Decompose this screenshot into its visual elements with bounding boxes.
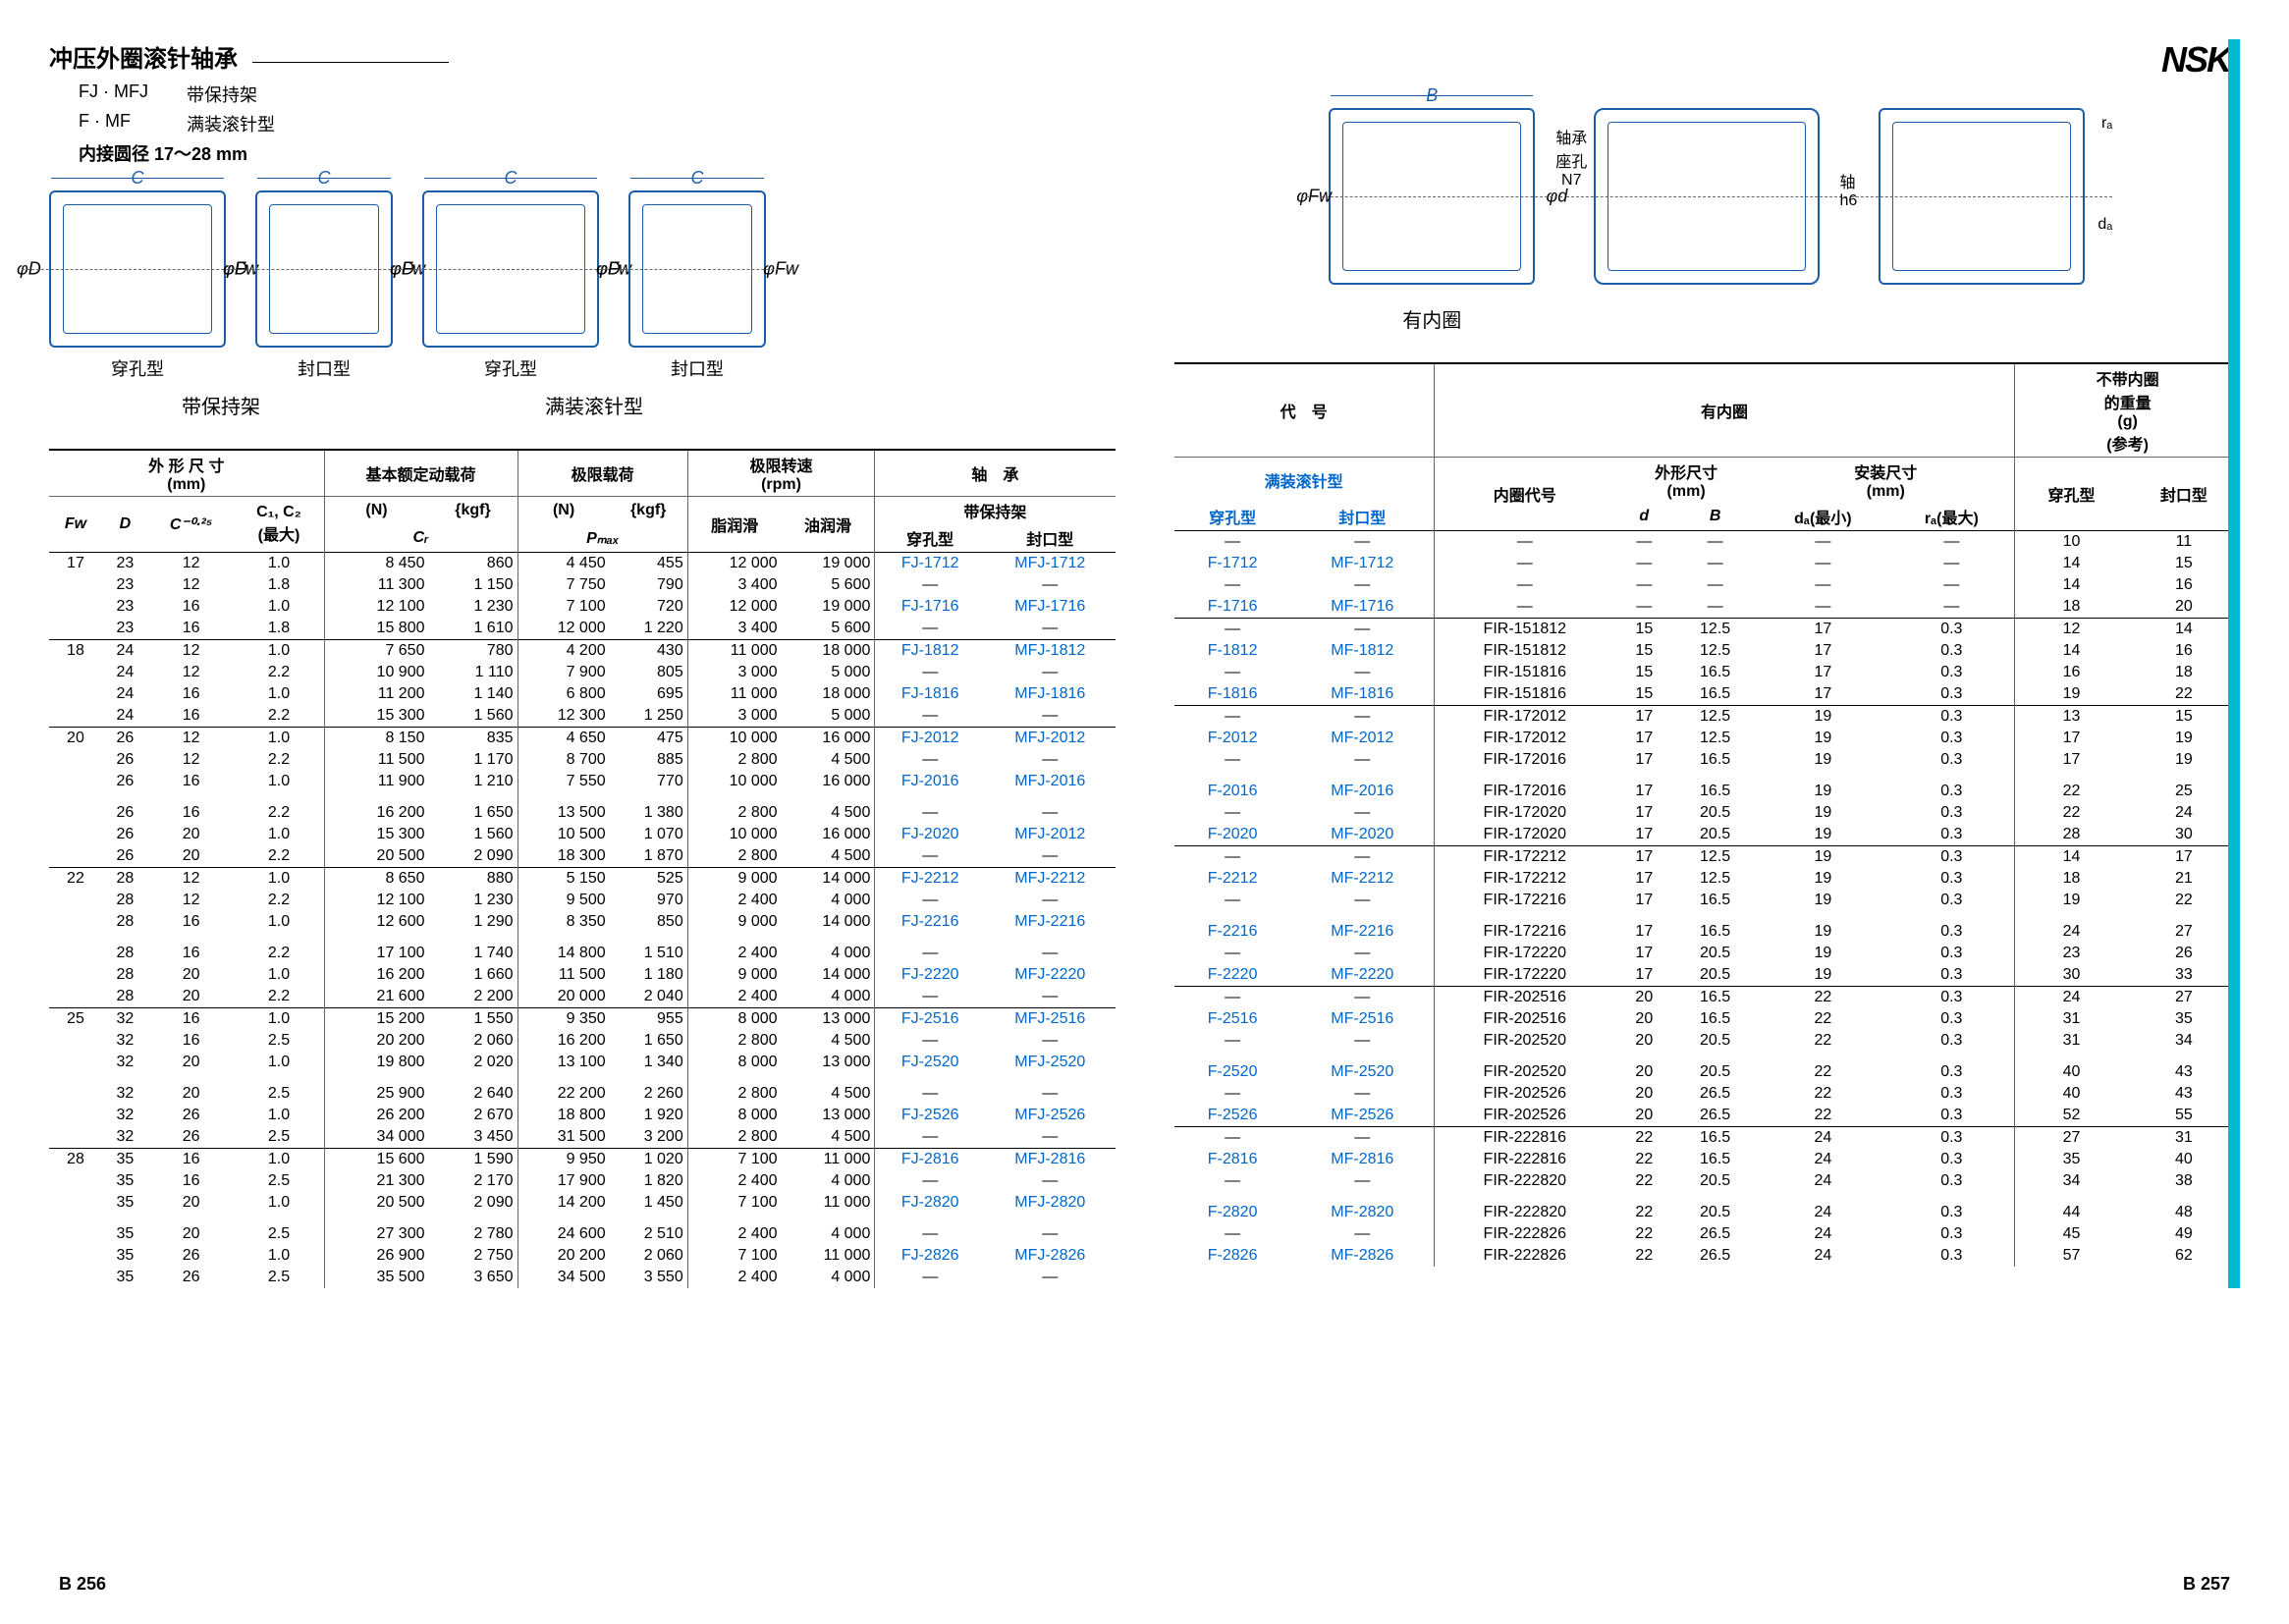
- table-row: 28162.217 1001 74014 8001 5102 4004 000—…: [49, 933, 1116, 964]
- left-data-table: 外 形 尺 寸(mm) 基本额定动载荷 极限载荷 极限转速(rpm) 轴 承 F…: [49, 449, 1116, 1288]
- table-row: 32202.525 9002 64022 2002 2602 8004 500—…: [49, 1073, 1116, 1105]
- range-text: 内接圆径 17～28 mm: [79, 140, 1116, 166]
- table-row: 24122.210 9001 1107 9008053 0005 000——: [49, 662, 1116, 683]
- table-row: 35261.026 9002 75020 2002 0607 10011 000…: [49, 1245, 1116, 1267]
- table-row: 35201.020 5002 09014 2001 4507 10011 000…: [49, 1192, 1116, 1214]
- table-row: F-2012MF-2012FIR-1720121712.5190.31719: [1174, 728, 2241, 749]
- table-row: ———————1416: [1174, 574, 2241, 596]
- table-row: 1824121.07 6507804 20043011 00018 000FJ-…: [49, 640, 1116, 663]
- table-row: 26122.211 5001 1708 7008852 8004 500——: [49, 749, 1116, 771]
- table-row: F-2016MF-2016FIR-1720161716.5190.32225: [1174, 771, 2241, 802]
- table-row: ——FIR-2228262226.5240.34549: [1174, 1223, 2241, 1245]
- table-row: F-2212MF-2212FIR-1722121712.5190.31821: [1174, 868, 2241, 890]
- page-number-left: B 256: [59, 1574, 106, 1595]
- table-row: 2026121.08 1508354 65047510 00016 000FJ-…: [49, 728, 1116, 750]
- table-row: ——FIR-1720161716.5190.31719: [1174, 749, 2241, 771]
- table-row: 32262.534 0003 45031 5003 2002 8004 500—…: [49, 1126, 1116, 1149]
- diagram-full-open: C φD φFw: [422, 190, 599, 348]
- table-row: ——FIR-1518161516.5170.31618: [1174, 662, 2241, 683]
- diagram-inner-ring-body: 轴h6: [1594, 108, 1820, 285]
- table-row: 26202.220 5002 09018 3001 8702 8004 500—…: [49, 845, 1116, 868]
- table-row: F-2526MF-2526FIR-2025262026.5220.35255: [1174, 1105, 2241, 1127]
- table-row: 28122.212 1001 2309 5009702 4004 000——: [49, 890, 1116, 911]
- table-row: F-1716MF-1716—————1820: [1174, 596, 2241, 619]
- table-row: 2228121.08 6508805 1505259 00014 000FJ-2…: [49, 868, 1116, 891]
- table-row: 24162.215 3001 56012 3001 2503 0005 000—…: [49, 705, 1116, 728]
- table-row: F-2520MF-2520FIR-2025202020.5220.34043: [1174, 1052, 2241, 1083]
- table-row: 26161.011 9001 2107 55077010 00016 000FJ…: [49, 771, 1116, 792]
- right-page: B φFw φd 轴承座孔N7 有内圈 轴h6 rₐ dₐ: [1174, 39, 2241, 1288]
- table-row: 1723121.08 4508604 45045512 00019 000FJ-…: [49, 553, 1116, 575]
- table-row: 32162.520 2002 06016 2001 6502 8004 500—…: [49, 1030, 1116, 1052]
- diagram-full-closed: C φD φFw: [628, 190, 766, 348]
- table-row: F-2220MF-2220FIR-1722201720.5190.33033: [1174, 964, 2241, 987]
- table-row: 23161.815 8001 61012 0001 2203 4005 600—…: [49, 618, 1116, 640]
- left-diagrams: C φD φFw 穿孔型 C φD φFw: [49, 190, 1116, 419]
- table-row: 24161.011 2001 1406 80069511 00018 000FJ…: [49, 683, 1116, 705]
- table-row: 32201.019 8002 02013 1001 3408 00013 000…: [49, 1052, 1116, 1073]
- table-row: ——FIR-1720121712.5190.31315: [1174, 706, 2241, 729]
- right-diagrams: B φFw φd 轴承座孔N7 有内圈 轴h6 rₐ dₐ: [1174, 108, 2241, 333]
- table-row: 35202.527 3002 78024 6002 5102 4004 000—…: [49, 1214, 1116, 1245]
- table-row: 28202.221 6002 20020 0002 0402 4004 000—…: [49, 986, 1116, 1008]
- table-row: 2835161.015 6001 5909 9501 0207 10011 00…: [49, 1149, 1116, 1171]
- header-sublines: FJ · MFJ带保持架 F · MF满装滚针型: [79, 81, 1116, 136]
- table-row: F-1812MF-1812FIR-1518121512.5170.31416: [1174, 640, 2241, 662]
- page-number-right: B 257: [2183, 1574, 2230, 1595]
- table-row: F-2216MF-2216FIR-1722161716.5190.32427: [1174, 911, 2241, 943]
- table-row: 23121.811 3001 1507 7507903 4005 600——: [49, 574, 1116, 596]
- table-row: ——FIR-2025162016.5220.32427: [1174, 987, 2241, 1009]
- header-title: 冲压外圈滚针轴承: [49, 39, 238, 74]
- left-page: 冲压外圈滚针轴承 FJ · MFJ带保持架 F · MF满装滚针型 内接圆径 1…: [49, 39, 1116, 1288]
- diagram-cage-closed: C φD φFw: [255, 190, 393, 348]
- table-row: 32261.026 2002 67018 8001 9208 00013 000…: [49, 1105, 1116, 1126]
- diagram-cage-open: C φD φFw: [49, 190, 226, 348]
- table-row: ——FIR-2228202220.5240.33438: [1174, 1170, 2241, 1192]
- table-row: ——FIR-1518121512.5170.31214: [1174, 619, 2241, 641]
- table-row: ——FIR-2025262026.5220.34043: [1174, 1083, 2241, 1105]
- table-row: 35262.535 5003 65034 5003 5502 4004 000—…: [49, 1267, 1116, 1288]
- diagram-mounting: rₐ dₐ: [1879, 108, 2085, 285]
- accent-bar: [2228, 39, 2240, 1288]
- table-row: 28161.012 6001 2908 3508509 00014 000FJ-…: [49, 911, 1116, 933]
- table-row: F-2820MF-2820FIR-2228202220.5240.34448: [1174, 1192, 2241, 1223]
- table-row: F-1816MF-1816FIR-1518161516.5170.31922: [1174, 683, 2241, 706]
- table-row: 35162.521 3002 17017 9001 8202 4004 000—…: [49, 1170, 1116, 1192]
- diagram-inner-ring-section: B φFw φd 轴承座孔N7: [1329, 108, 1535, 285]
- table-row: 23161.012 1001 2307 10072012 00019 000FJ…: [49, 596, 1116, 618]
- table-row: ——FIR-1722121712.5190.31417: [1174, 846, 2241, 869]
- table-row: ——FIR-1722201720.5190.32326: [1174, 943, 2241, 964]
- table-row: F-2020MF-2020FIR-1720201720.5190.32830: [1174, 824, 2241, 846]
- table-row: ——FIR-2025202020.5220.33134: [1174, 1030, 2241, 1052]
- right-data-table: 代 号 有内圈 不带内圈的重量(g)(参考) 满装滚针型 内圈代号 外形尺寸(m…: [1174, 362, 2241, 1267]
- table-row: ——FIR-1722161716.5190.31922: [1174, 890, 2241, 911]
- table-row: F-2516MF-2516FIR-2025162016.5220.33135: [1174, 1008, 2241, 1030]
- table-row: F-1712MF-1712—————1415: [1174, 553, 2241, 574]
- table-row: F-2826MF-2826FIR-2228262226.5240.35762: [1174, 1245, 2241, 1267]
- table-row: ———————1011: [1174, 531, 2241, 554]
- table-row: 2532161.015 2001 5509 3509558 00013 000F…: [49, 1008, 1116, 1031]
- table-row: 28201.016 2001 66011 5001 1809 00014 000…: [49, 964, 1116, 986]
- table-row: F-2816MF-2816FIR-2228162216.5240.33540: [1174, 1149, 2241, 1170]
- table-row: ——FIR-1720201720.5190.32224: [1174, 802, 2241, 824]
- table-row: 26162.216 2001 65013 5001 3802 8004 500—…: [49, 792, 1116, 824]
- table-row: 26201.015 3001 56010 5001 07010 00016 00…: [49, 824, 1116, 845]
- table-row: ——FIR-2228162216.5240.32731: [1174, 1127, 2241, 1150]
